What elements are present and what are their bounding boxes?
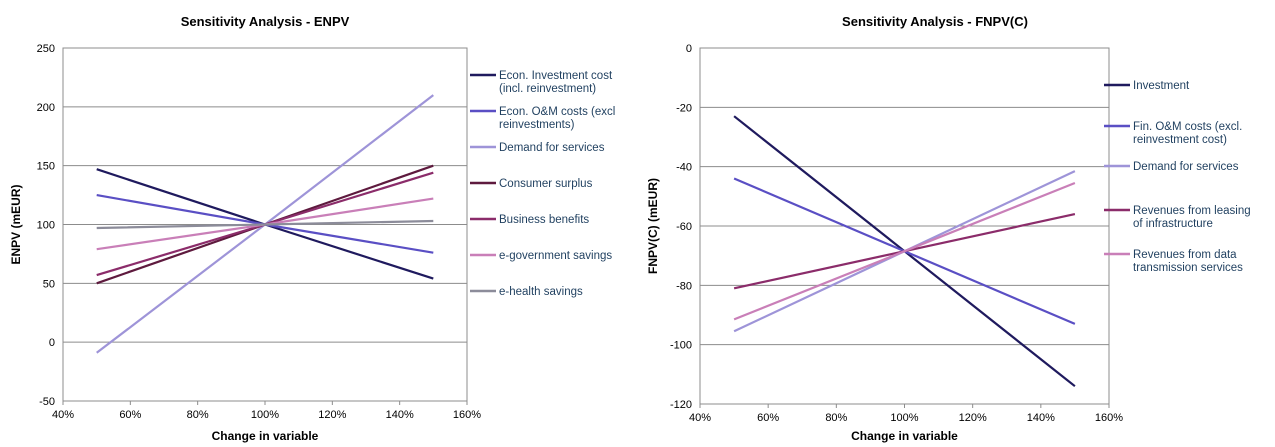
enpv-x-tick-label: 160% xyxy=(453,409,481,421)
enpv-x-tick-label: 120% xyxy=(318,409,346,421)
enpv-y-axis-label: ENPV (mEUR) xyxy=(9,184,23,264)
enpv-legend-label: reinvestments) xyxy=(499,119,575,131)
fnpv-x-tick-label: 60% xyxy=(757,412,779,424)
fnpv-legend-label: Demand for services xyxy=(1133,161,1239,173)
enpv-legend-label: e-health savings xyxy=(499,286,583,298)
enpv-legend-label: Business benefits xyxy=(499,214,589,226)
enpv-series-line-7 xyxy=(96,219,434,230)
fnpv-y-axis-label: FNPV(C) (mEUR) xyxy=(646,178,660,274)
enpv-legend-label: e-government savings xyxy=(499,250,612,262)
fnpv-legend-label: Fin. O&M costs (excl. xyxy=(1133,121,1242,133)
fnpv-x-tick-label: 100% xyxy=(890,412,918,424)
fnpv-x-tick-label: 160% xyxy=(1095,412,1123,424)
enpv-x-tick-label: 80% xyxy=(187,409,209,421)
fnpv-legend-label: Revenues from data xyxy=(1133,249,1237,261)
fnpv-legend-label: of infrastructure xyxy=(1133,218,1213,230)
enpv-legend-label: (incl. reinvestment) xyxy=(499,83,596,95)
enpv-x-tick-label: 60% xyxy=(119,409,141,421)
enpv-chart: Sensitivity Analysis - ENPV -50 0 50 100 150 2… xyxy=(9,14,615,443)
enpv-legend-label: Econ. O&M costs (excl xyxy=(499,106,615,118)
fnpv-legend-label: Investment xyxy=(1133,80,1190,92)
enpv-y-tick-label: 100 xyxy=(37,220,55,232)
enpv-y-tick-label: 200 xyxy=(37,102,55,114)
enpv-y-tick-label: 250 xyxy=(37,43,55,55)
fnpv-y-tick-label: -120 xyxy=(670,399,692,411)
enpv-legend-label: Consumer surplus xyxy=(499,178,593,190)
enpv-x-tick-label: 40% xyxy=(52,409,74,421)
fnpv-legend-label: transmission services xyxy=(1133,262,1243,274)
fnpv-x-tick-label: 80% xyxy=(825,412,847,424)
fnpv-y-tick-label: -40 xyxy=(676,162,692,174)
enpv-x-tick-label: 100% xyxy=(251,409,279,421)
fnpv-y-tick-label: -100 xyxy=(670,340,692,352)
enpv-y-tick-label: -50 xyxy=(39,396,55,408)
fnpv-legend-label: reinvestment cost) xyxy=(1133,134,1227,146)
fnpv-chart-title: Sensitivity Analysis - FNPV(C) xyxy=(842,14,1028,29)
enpv-y-tick-label: 0 xyxy=(49,337,55,349)
fnpv-y-tick-label: -80 xyxy=(676,280,692,292)
fnpv-series-line-5 xyxy=(733,181,1076,321)
fnpv-legend-label: Revenues from leasing xyxy=(1133,205,1251,217)
enpv-chart-title: Sensitivity Analysis - ENPV xyxy=(181,14,350,29)
fnpv-x-tick-label: 120% xyxy=(959,412,987,424)
fnpv-y-tick-label: 0 xyxy=(686,43,692,55)
enpv-y-tick-label: 50 xyxy=(43,278,55,290)
fnpv-chart: Sensitivity Analysis - FNPV(C) -120 -100 -8… xyxy=(646,14,1251,443)
enpv-legend-label: Demand for services xyxy=(499,142,605,154)
fnpv-y-tick-label: -60 xyxy=(676,221,692,233)
enpv-legend-label: Econ. Investment cost xyxy=(499,70,613,82)
fnpv-x-tick-label: 40% xyxy=(689,412,711,424)
enpv-y-tick-label: 150 xyxy=(37,161,55,173)
enpv-x-tick-label: 140% xyxy=(386,409,414,421)
enpv-x-axis-label: Change in variable xyxy=(212,429,319,443)
fnpv-y-tick-label: -20 xyxy=(676,102,692,114)
fnpv-x-tick-label: 140% xyxy=(1027,412,1055,424)
fnpv-x-axis-label: Change in variable xyxy=(851,429,958,443)
